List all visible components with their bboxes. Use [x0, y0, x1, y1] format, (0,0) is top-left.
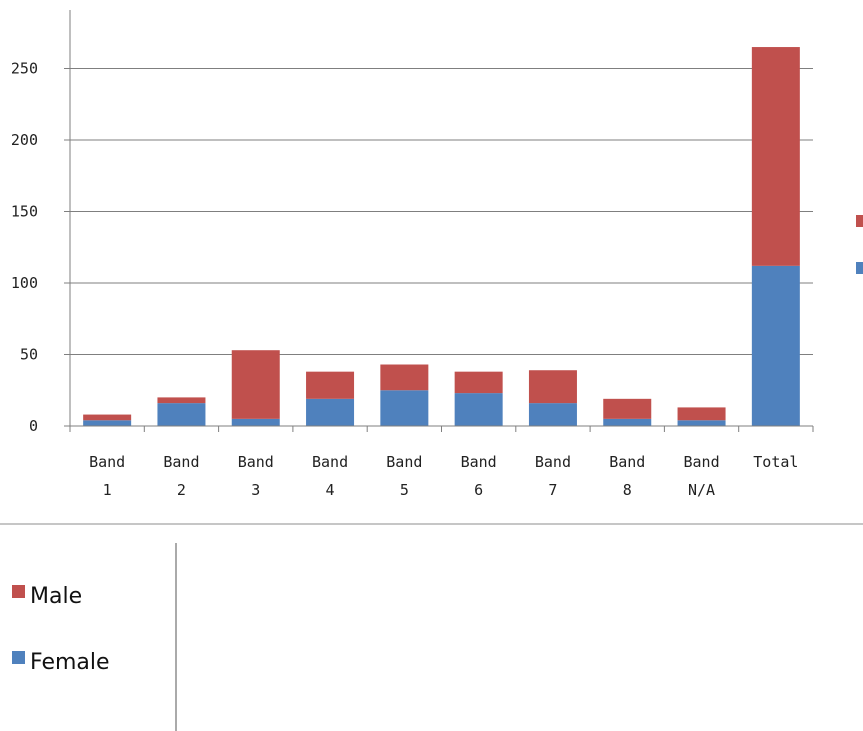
y-tick-label: 150 — [11, 203, 38, 221]
x-category-label: Band — [163, 453, 199, 471]
legend-label-male: Male — [30, 584, 82, 609]
bar-female-3 — [306, 398, 355, 426]
bar-male-8 — [677, 407, 726, 421]
bar-male-5 — [454, 371, 503, 394]
bars — [83, 47, 800, 426]
bar-female-4 — [380, 390, 429, 426]
x-category-label: Band — [609, 453, 645, 471]
legend-swatch-clipped-female — [856, 262, 863, 274]
x-category-label: Band — [461, 453, 497, 471]
y-tick-labels: 0 50 100 150 200 250 — [11, 60, 38, 436]
bar-female-0 — [83, 420, 132, 426]
x-category-label: Band — [238, 453, 274, 471]
x-category-label: 8 — [623, 481, 632, 499]
y-tick-label: 250 — [11, 60, 38, 78]
bar-male-7 — [603, 398, 652, 419]
bar-female-7 — [603, 418, 652, 426]
bar-female-1 — [157, 403, 206, 426]
bar-male-1 — [157, 397, 206, 404]
x-category-label: Band — [535, 453, 571, 471]
bar-male-2 — [231, 350, 280, 419]
y-tick-label: 200 — [11, 131, 38, 149]
gridlines — [70, 68, 813, 355]
bar-female-5 — [454, 393, 503, 426]
x-category-label: 2 — [177, 481, 186, 499]
x-category-label: 3 — [251, 481, 260, 499]
legend-clipped-right — [856, 215, 863, 274]
y-tick-label: 50 — [20, 346, 38, 364]
legend-label-female: Female — [30, 650, 110, 675]
bar-male-9 — [751, 47, 800, 266]
bar-female-6 — [528, 403, 577, 426]
x-category-label: 4 — [326, 481, 335, 499]
bar-male-4 — [380, 364, 429, 391]
x-category-label: Band — [89, 453, 125, 471]
x-category-label: N/A — [688, 481, 715, 499]
legend-swatch-clipped-male — [856, 215, 863, 227]
x-category-label: Total — [753, 453, 798, 471]
x-category-label: Band — [386, 453, 422, 471]
axes — [64, 10, 814, 432]
bar-female-8 — [677, 420, 726, 426]
y-tick-label: 100 — [11, 274, 38, 292]
bar-female-2 — [231, 418, 280, 426]
bar-male-6 — [528, 370, 577, 404]
panel-dividers — [0, 523, 863, 731]
x-category-label: 7 — [548, 481, 557, 499]
x-category-labels: Band 1 Band 2 Band 3 Band 4 Band 5 Band 6 Band 7 Band 8… — [89, 453, 798, 499]
x-category-label: Band — [683, 453, 719, 471]
legend: Male Female — [12, 584, 110, 675]
bar-male-0 — [83, 414, 132, 421]
y-tick-label: 0 — [29, 417, 38, 435]
x-category-label: Band — [312, 453, 348, 471]
x-category-label: 6 — [474, 481, 483, 499]
bar-male-3 — [306, 371, 355, 399]
x-category-label: 5 — [400, 481, 409, 499]
bar-female-9 — [751, 265, 800, 426]
legend-swatch-male — [12, 585, 25, 598]
legend-swatch-female — [12, 651, 25, 664]
x-category-label: 1 — [103, 481, 112, 499]
